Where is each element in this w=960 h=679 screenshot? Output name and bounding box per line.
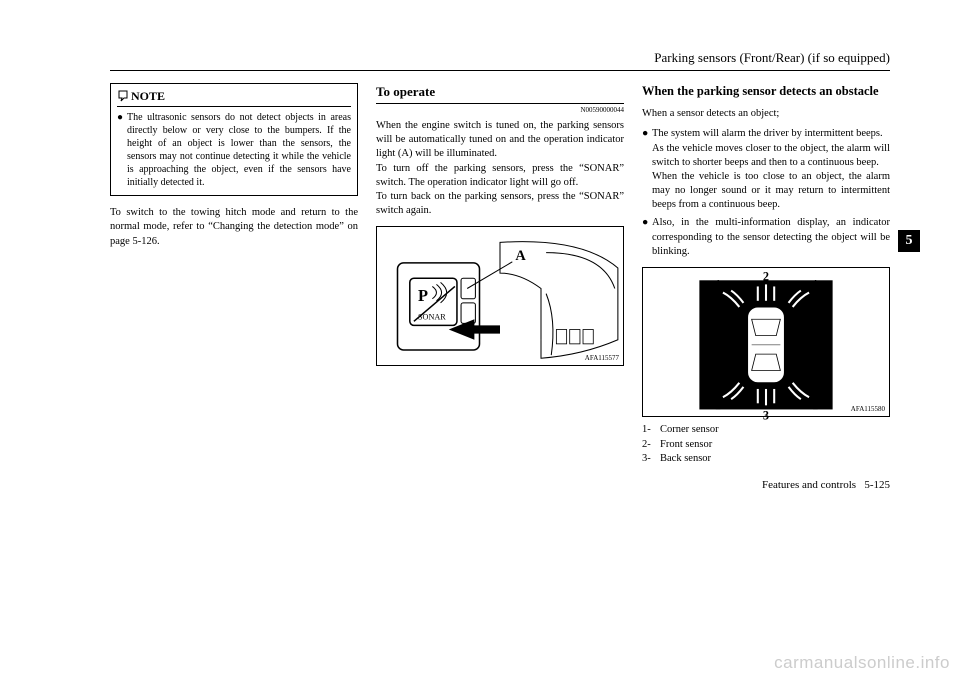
sonar-figure-code: AFA115577 <box>585 354 619 363</box>
col3-bullet1: ● <box>642 127 652 212</box>
svg-text:1: 1 <box>812 277 818 291</box>
to-operate-code: N00590000044 <box>376 106 624 115</box>
footer-page: 5-125 <box>864 479 890 491</box>
svg-text:3: 3 <box>763 409 769 422</box>
chapter-tab: 5 <box>898 230 920 252</box>
col2-para2: To turn off the parking sensors, press t… <box>376 162 624 190</box>
header-rule <box>110 70 890 71</box>
col3-bullet2-text: Also, in the multi-information display, … <box>652 216 890 259</box>
svg-text:A: A <box>515 248 526 264</box>
svg-text:P: P <box>418 286 428 305</box>
col2-para3: To turn back on the parking sensors, pre… <box>376 190 624 218</box>
legend-text-3: Back sensor <box>660 452 711 467</box>
note-text: The ultrasonic sensors do not detect obj… <box>127 111 351 189</box>
legend-item-3: 3- Back sensor <box>642 452 890 467</box>
note-icon <box>117 90 129 102</box>
note-body: ● The ultrasonic sensors do not detect o… <box>117 111 351 189</box>
svg-text:1: 1 <box>715 398 721 412</box>
legend-num-1: 1- <box>642 423 660 438</box>
col3-bullet2: ● <box>642 216 652 259</box>
column-2: To operate N00590000044 When the engine … <box>376 83 624 467</box>
legend-item-1: 1- Corner sensor <box>642 423 890 438</box>
footer-chapter: Features and controls <box>762 479 856 491</box>
col3-bullet1-cont1: As the vehicle moves closer to the objec… <box>652 142 890 170</box>
note-box: NOTE ● The ultrasonic sensors do not det… <box>110 83 358 196</box>
note-bullet: ● <box>117 111 127 189</box>
legend-text-1: Corner sensor <box>660 423 719 438</box>
column-3: When the parking sensor detects an obsta… <box>642 83 890 467</box>
obstacle-heading: When the parking sensor detects an obsta… <box>642 83 890 99</box>
note-heading: NOTE <box>117 88 351 107</box>
sensor-legend: 1- Corner sensor 2- Front sensor 3- Back… <box>642 423 890 467</box>
col3-bullet1-text: The system will alarm the driver by inte… <box>652 127 890 141</box>
watermark: carmanualsonline.info <box>774 653 950 673</box>
legend-text-2: Front sensor <box>660 438 712 453</box>
col3-intro: When a sensor detects an object; <box>642 107 890 121</box>
legend-num-2: 2- <box>642 438 660 453</box>
sonar-switch-figure: P SONAR A <box>376 226 624 366</box>
page-header-title: Parking sensors (Front/Rear) (if so equi… <box>110 50 890 66</box>
sonar-label: SONAR <box>418 312 446 321</box>
legend-item-2: 2- Front sensor <box>642 438 890 453</box>
note-heading-text: NOTE <box>131 89 165 103</box>
col1-paragraph: To switch to the towing hitch mode and r… <box>110 206 358 249</box>
svg-text:1: 1 <box>812 398 818 412</box>
page-footer: Features and controls 5-125 <box>110 479 890 491</box>
to-operate-heading: To operate <box>376 83 624 104</box>
column-1: NOTE ● The ultrasonic sensors do not det… <box>110 83 358 467</box>
sensor-diagram-figure: 1 2 1 1 3 1 AFA115580 <box>642 267 890 417</box>
sensor-figure-code: AFA115580 <box>851 405 885 414</box>
col3-bullet1-cont2: When the vehicle is too close to an obje… <box>652 170 890 213</box>
legend-num-3: 3- <box>642 452 660 467</box>
svg-text:1: 1 <box>715 277 721 291</box>
content-columns: NOTE ● The ultrasonic sensors do not det… <box>110 83 890 467</box>
svg-text:2: 2 <box>763 269 769 283</box>
col2-para1: When the engine switch is tuned on, the … <box>376 119 624 162</box>
